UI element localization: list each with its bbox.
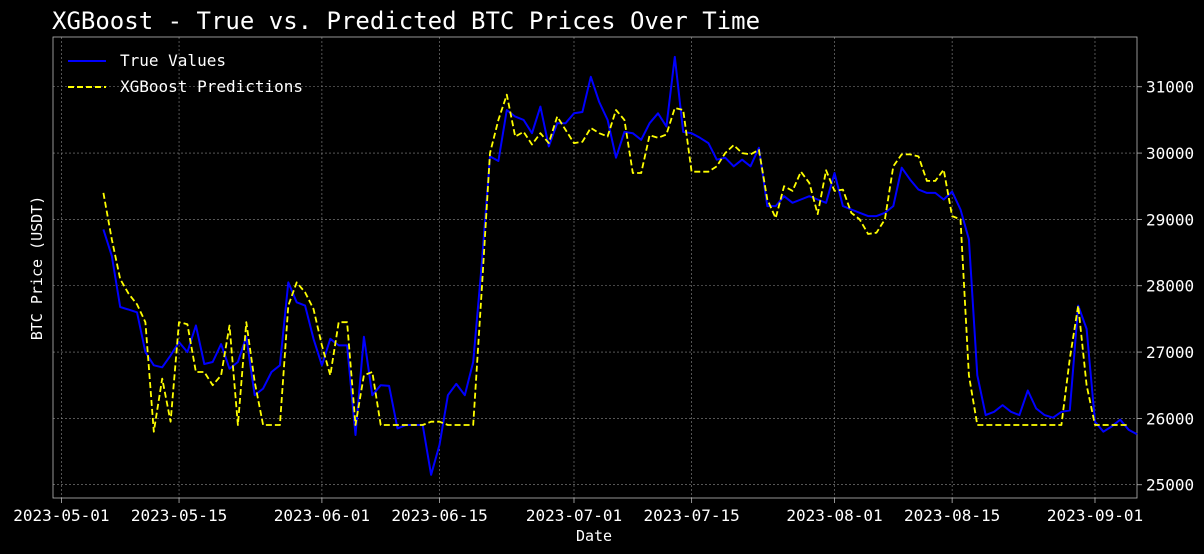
x-axis-label: Date <box>576 527 612 545</box>
y-tick-label: 26000 <box>1146 409 1194 428</box>
x-tick-label: 2023-08-01 <box>786 506 882 525</box>
y-tick-label: 25000 <box>1146 476 1194 495</box>
x-tick-label: 2023-06-01 <box>274 506 370 525</box>
legend: True Values XGBoost Predictions <box>68 51 303 96</box>
series-lines <box>102 55 1138 476</box>
x-tick-label: 2023-08-15 <box>904 506 1000 525</box>
x-axis: 2023-05-01 2023-05-15 2023-06-01 2023-06-15… <box>13 498 1143 525</box>
plot-area-frame <box>52 36 1138 499</box>
x-tick-label: 2023-07-15 <box>643 506 739 525</box>
x-tick-label: 2023-05-15 <box>131 506 227 525</box>
y-axis: 25000 26000 27000 28000 29000 30000 31000 <box>1137 78 1194 495</box>
y-tick-label: 28000 <box>1146 277 1194 296</box>
y-tick-label: 30000 <box>1146 144 1194 163</box>
series-line-true-values <box>102 55 1138 476</box>
x-tick-label: 2023-05-01 <box>13 506 109 525</box>
legend-label: True Values <box>120 51 226 70</box>
chart-title: XGBoost - True vs. Predicted BTC Prices … <box>52 7 760 35</box>
y-tick-label: 27000 <box>1146 343 1194 362</box>
series-line-predictions <box>102 93 1129 433</box>
y-tick-label: 31000 <box>1146 78 1194 97</box>
x-tick-label: 2023-09-01 <box>1047 506 1143 525</box>
legend-label: XGBoost Predictions <box>120 77 303 96</box>
y-tick-label: 29000 <box>1146 210 1194 229</box>
y-axis-label: BTC Price (USDT) <box>28 196 46 341</box>
x-tick-label: 2023-06-15 <box>391 506 487 525</box>
x-tick-label: 2023-07-01 <box>526 506 622 525</box>
